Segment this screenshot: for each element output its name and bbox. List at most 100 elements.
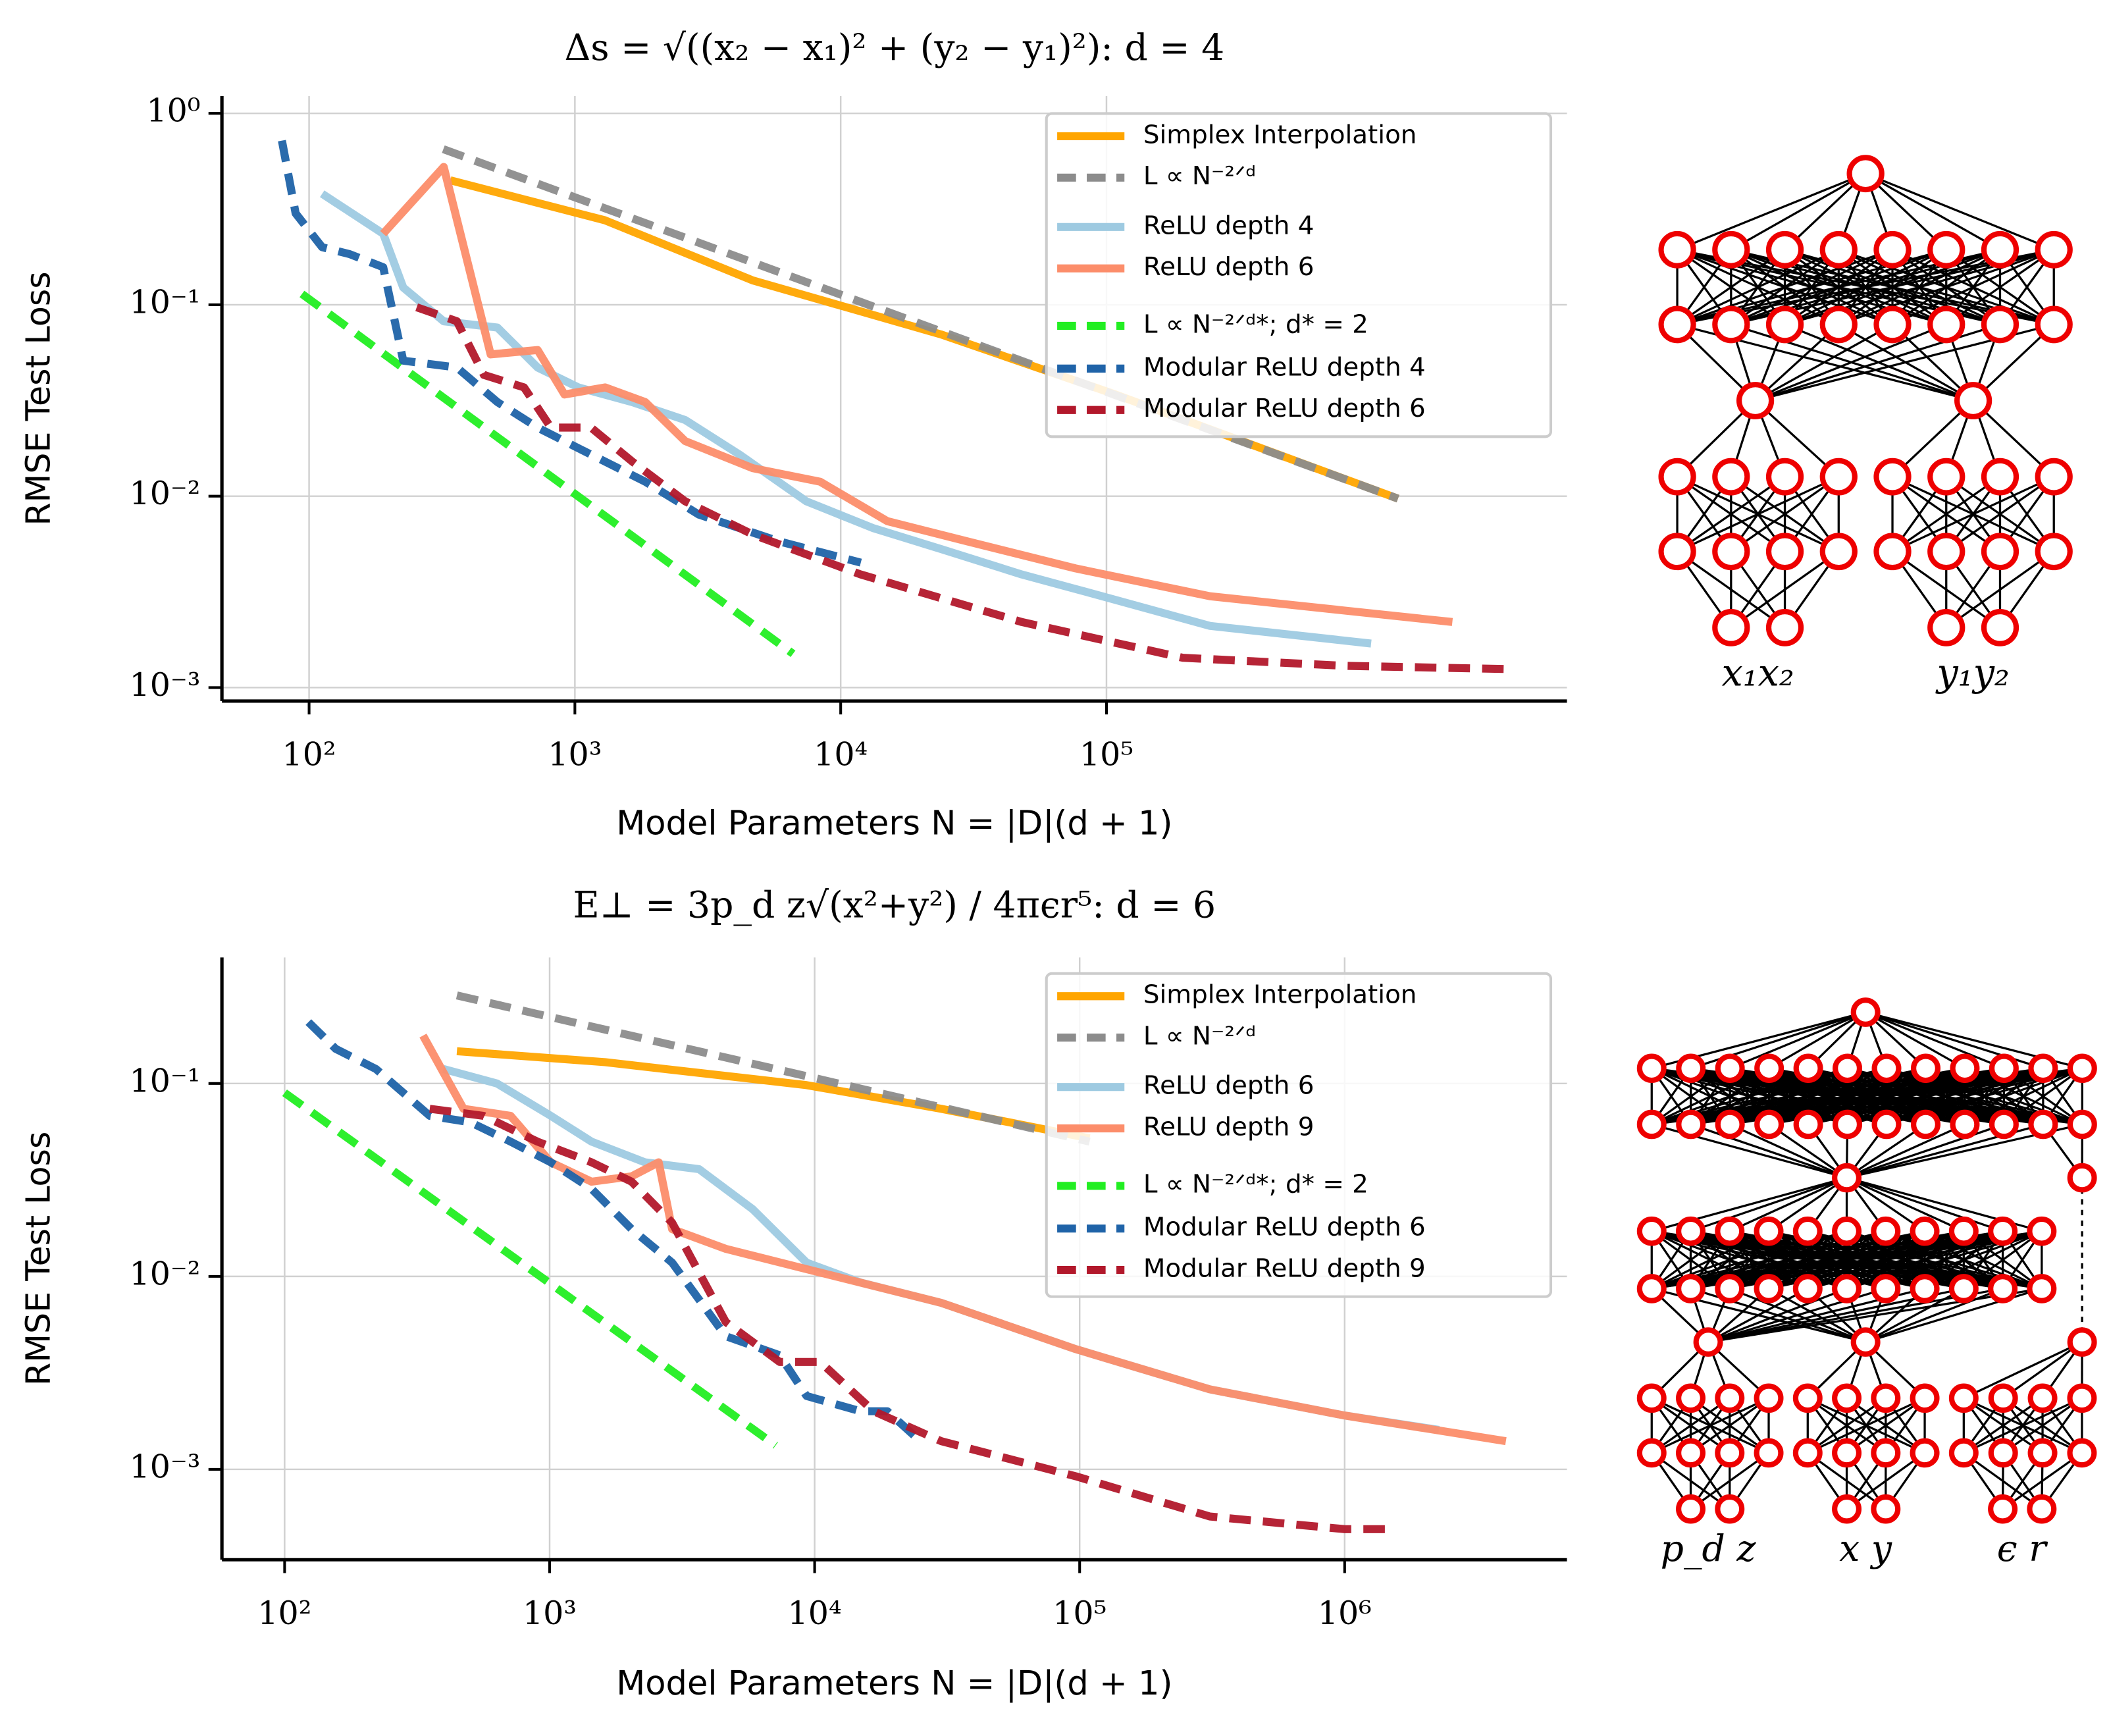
network-node [2028,1109,2058,1140]
network-node [1873,533,1912,571]
network-node [1954,382,1992,419]
network-node [1850,997,1881,1027]
network-node [2067,1438,2097,1468]
network-node [1636,1274,1667,1303]
network-node [1792,1383,1823,1413]
network-node [1846,155,1885,193]
network-node [1873,230,1912,269]
series-line [305,1019,917,1438]
network-node [1736,382,1775,419]
network-edge [1729,1176,1848,1232]
network-node [1989,1109,2019,1140]
network-edge [1677,248,1839,326]
network-node [1658,230,1696,269]
network-edge [1865,172,2001,251]
network-node [1988,1216,2018,1246]
network-node [2035,533,2073,571]
network-edge [1807,1397,1887,1454]
input-label: y₁y₂ [1935,652,2010,695]
x-tick-label: 10⁴ [788,1594,842,1632]
network-node [1793,1053,1823,1084]
network-node [1948,1383,1979,1413]
network-edge [2003,1067,2083,1126]
network-edge [1838,248,2054,326]
network-node [1948,1438,1979,1468]
network-node [1981,230,2019,269]
network-edge [1768,1123,1848,1179]
network-node [1927,458,1966,496]
network-node [1676,1383,1705,1413]
series-line [299,290,796,658]
legend-label: L ∝ N⁻²ᐟᵈ [1143,1022,1256,1051]
legend-label: ReLU depth 6 [1143,252,1315,282]
network-node [1712,458,1750,496]
y-tick-label: 10⁻¹ [130,284,201,321]
network-edge [1945,475,2055,553]
network-node [2027,1438,2058,1468]
legend-label: L ∝ N⁻²ᐟᵈ*; d* = 2 [1143,310,1368,340]
network-node [1754,1274,1784,1303]
network-node [1873,458,1912,496]
network-node [1715,1438,1745,1468]
network-node [1765,533,1804,571]
legend-label: Simplex Interpolation [1143,120,1417,149]
legend-box [1045,972,1553,1298]
network-node [2027,1383,2058,1413]
x-tick-label: 10² [282,736,336,774]
network-node [1832,1274,1862,1303]
network-node [1833,1053,1863,1084]
x-tick-label: 10⁶ [1318,1594,1372,1632]
network-edge [1677,248,1786,326]
network-node [1693,1327,1723,1357]
network-edge [1964,1067,2083,1126]
network-node [1988,1494,2018,1524]
network-edge [1690,1123,1848,1179]
network-node [1988,1274,2018,1303]
network-edge [1945,550,2055,629]
network-node [1832,1216,1862,1246]
network-edge [1846,1123,2004,1179]
network-node [1981,305,2019,344]
network-node [1715,1216,1745,1246]
network-node [1676,1053,1706,1084]
network-edge [2002,1341,2083,1400]
y-axis-label: RMSE Test Loss [19,1132,58,1386]
x-axis-label: Model Parameters N = |D|(d + 1) [616,804,1172,843]
network-node [1792,1216,1823,1246]
network-edge [1754,323,1840,402]
network-node [2067,1327,2097,1357]
network-node [1754,1053,1784,1084]
network-edge [1846,1176,1964,1232]
legend-label: Modular ReLU depth 6 [1143,394,1426,423]
network-edge [1846,1123,1966,1179]
network-edge [1677,172,1866,251]
x-tick-label: 10⁵ [1080,736,1133,774]
network-node [1927,608,1966,646]
network-edge [1729,1123,1848,1179]
network-node [1819,305,1858,344]
network-edge [1925,1067,2083,1126]
network-node [1765,230,1804,269]
network-node [1832,1494,1862,1524]
network-node [1871,1053,1902,1084]
network-edge [1754,400,1840,478]
network-edge [1651,1397,1769,1454]
network-node [1950,1053,1980,1084]
y-tick-label: 10⁻³ [130,666,201,704]
network-edge [1846,1176,1925,1232]
network-edge [1892,475,2001,553]
network-node [1636,1383,1667,1413]
series-line [429,1105,1386,1533]
y-tick-label: 10⁻² [130,1255,201,1293]
network-edge [1690,1176,1848,1232]
network-edge [1754,323,1893,402]
network-edge [1731,172,1866,251]
network-node [1712,230,1750,269]
network-node [1850,1327,1881,1357]
network-node [1765,305,1804,344]
network-edge [1690,1397,1769,1454]
series-line [415,303,1506,673]
network-node [1636,1216,1667,1246]
network-node [1981,458,2019,496]
series-line [456,991,1091,1146]
